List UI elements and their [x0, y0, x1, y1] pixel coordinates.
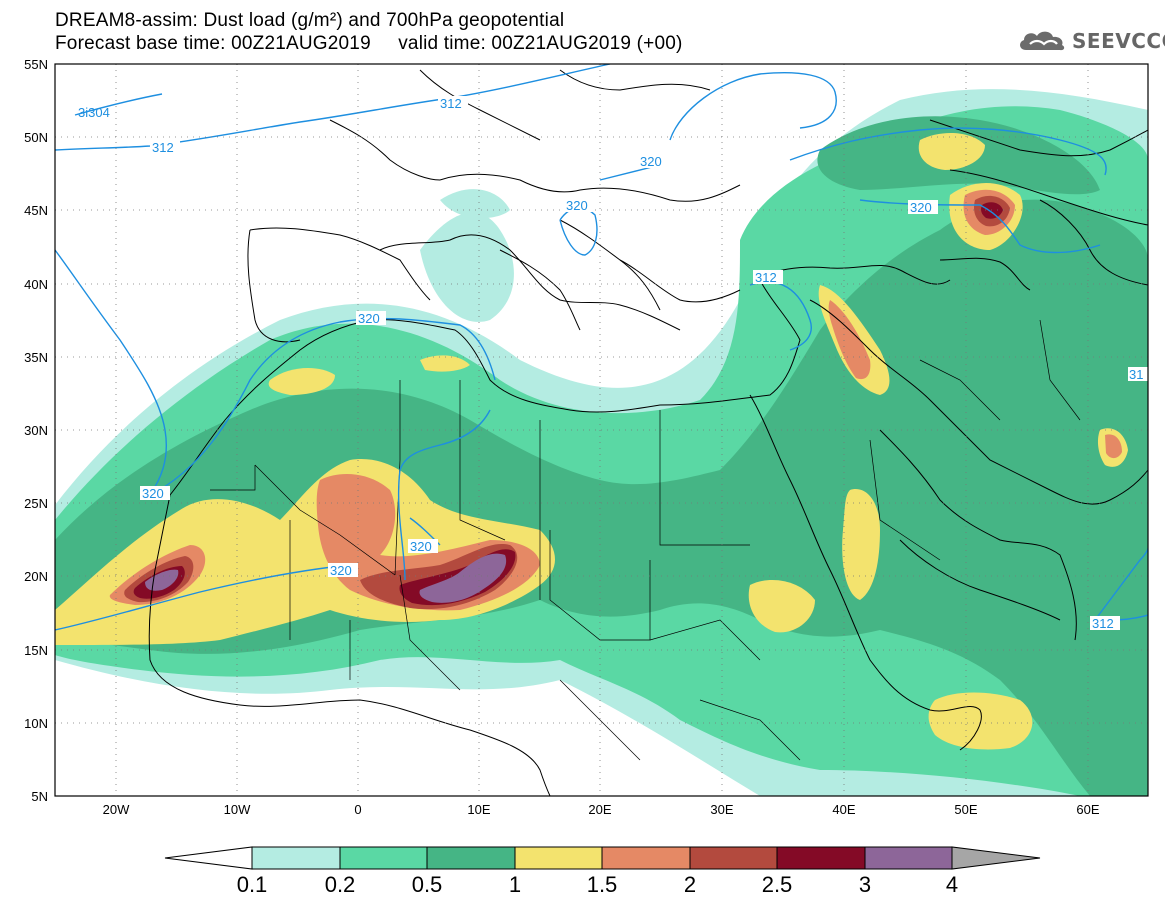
lat-tick-label: 45N: [24, 203, 48, 218]
dust-layer-3: [145, 553, 507, 603]
contour-label: 320: [330, 563, 352, 578]
map-subtitle: Forecast base time: 00Z21AUG2019 valid t…: [55, 33, 683, 54]
colorbar-bin: [776, 846, 866, 870]
colorbar-level-label: 0.1: [236, 872, 268, 897]
lat-tick-label: 30N: [24, 423, 48, 438]
graticule: [55, 64, 1148, 796]
lon-axis: 20W 10W 0 10E 20E 30E 40E 50E 60E: [103, 802, 1100, 817]
contour-label: 31: [1129, 367, 1143, 382]
lon-tick-label: 20W: [103, 802, 130, 817]
lat-tick-label: 50N: [24, 130, 48, 145]
lon-tick-label: 40E: [832, 802, 855, 817]
lat-tick-label: 40N: [24, 277, 48, 292]
contour-label: 320: [910, 200, 932, 215]
colorbar: [164, 846, 1041, 870]
colorbar-level-label: 2.5: [761, 872, 793, 897]
contour-label: 312: [440, 96, 462, 111]
contour-label: 312: [152, 140, 174, 155]
colorbar-bin: [251, 846, 341, 870]
lat-axis: 55N 50N 45N 40N 35N 30N 25N 20N 15N 10N …: [24, 57, 48, 804]
lat-tick-label: 25N: [24, 496, 48, 511]
lon-tick-label: 10E: [467, 802, 490, 817]
colorbar-bin: [426, 846, 516, 870]
colorbar-level-label: 3: [858, 872, 872, 897]
colorbar-level-label: 4: [945, 872, 959, 897]
borders: [210, 319, 1081, 761]
lat-tick-label: 35N: [24, 350, 48, 365]
colorbar-bin: [339, 846, 428, 870]
colorbar-level-label: 1: [508, 872, 522, 897]
contour-label: 320: [142, 486, 164, 501]
contour-label: 312: [755, 270, 777, 285]
cloud-icon: [1020, 31, 1065, 51]
contour-label: 3i304: [78, 105, 110, 120]
lat-tick-label: 20N: [24, 569, 48, 584]
lon-tick-label: 0: [354, 802, 361, 817]
colorbar-level-label: 2: [683, 872, 697, 897]
lat-tick-label: 55N: [24, 57, 48, 72]
contour-label: 320: [410, 539, 432, 554]
colorbar-bin: [689, 846, 778, 870]
contour-label: 320: [358, 311, 380, 326]
map-title: DREAM8-assim: Dust load (g/m²) and 700hP…: [55, 10, 565, 31]
lat-tick-label: 10N: [24, 716, 48, 731]
contour-label: 320: [640, 154, 662, 169]
lat-tick-label: 5N: [31, 789, 48, 804]
lat-tick-label: 15N: [24, 643, 48, 658]
lon-tick-label: 30E: [710, 802, 733, 817]
colorbar-low-arrow: [164, 846, 253, 870]
colorbar-bin: [514, 846, 603, 870]
contour-label: 320: [566, 198, 588, 213]
logo: SEEVCCC: [1016, 28, 1165, 54]
coastlines: [148, 69, 1148, 796]
contour-label: 312: [1092, 616, 1114, 631]
colorbar-high-arrow: [951, 846, 1041, 870]
colorbar-bin: [864, 846, 953, 870]
plot-frame: [54, 63, 1149, 797]
lon-tick-label: 60E: [1076, 802, 1099, 817]
colorbar-level-label: 0.5: [411, 872, 443, 897]
lon-tick-label: 20E: [588, 802, 611, 817]
lon-tick-label: 50E: [954, 802, 977, 817]
colorbar-level-label: 1.5: [586, 872, 618, 897]
logo-text: SEEVCCC: [1072, 29, 1165, 53]
colorbar-bin: [601, 846, 691, 870]
contour-label-group: 3i304 312 312 320 320 320 320 312 320 32…: [78, 96, 1148, 631]
lon-tick-label: 10W: [224, 802, 251, 817]
colorbar-level-label: 0.2: [324, 872, 356, 897]
